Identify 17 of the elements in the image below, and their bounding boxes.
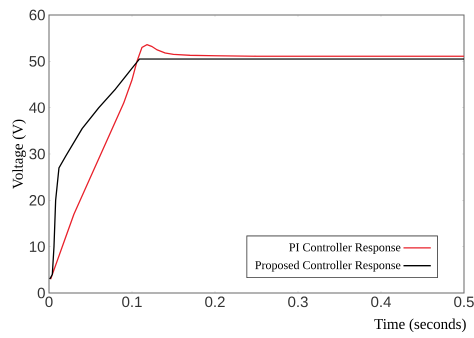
x-tick-label: 0 (45, 296, 53, 308)
y-tick-label: 30 (29, 148, 45, 160)
y-axis-title: Voltage (V) (12, 120, 26, 189)
y-tick-label: 40 (29, 102, 45, 113)
x-tick-label: 0.1 (122, 296, 142, 308)
y-tick-label: 10 (30, 241, 45, 252)
y-tick-label: 0 (38, 288, 45, 298)
legend-label: PI Controller Response (289, 242, 400, 254)
x-tick-label: 0.3 (288, 296, 308, 308)
legend-label: Proposed Controller Response (255, 260, 400, 272)
x-tick-label: 0.5 (454, 296, 474, 308)
x-tick-label: 0.2 (205, 296, 225, 308)
y-tick-label: 50 (29, 56, 45, 67)
x-tick-label: 0.4 (371, 296, 391, 308)
y-tick-label: 60 (30, 10, 45, 20)
x-axis-title: Time (seconds) (374, 318, 466, 332)
y-tick-label: 20 (30, 195, 45, 206)
